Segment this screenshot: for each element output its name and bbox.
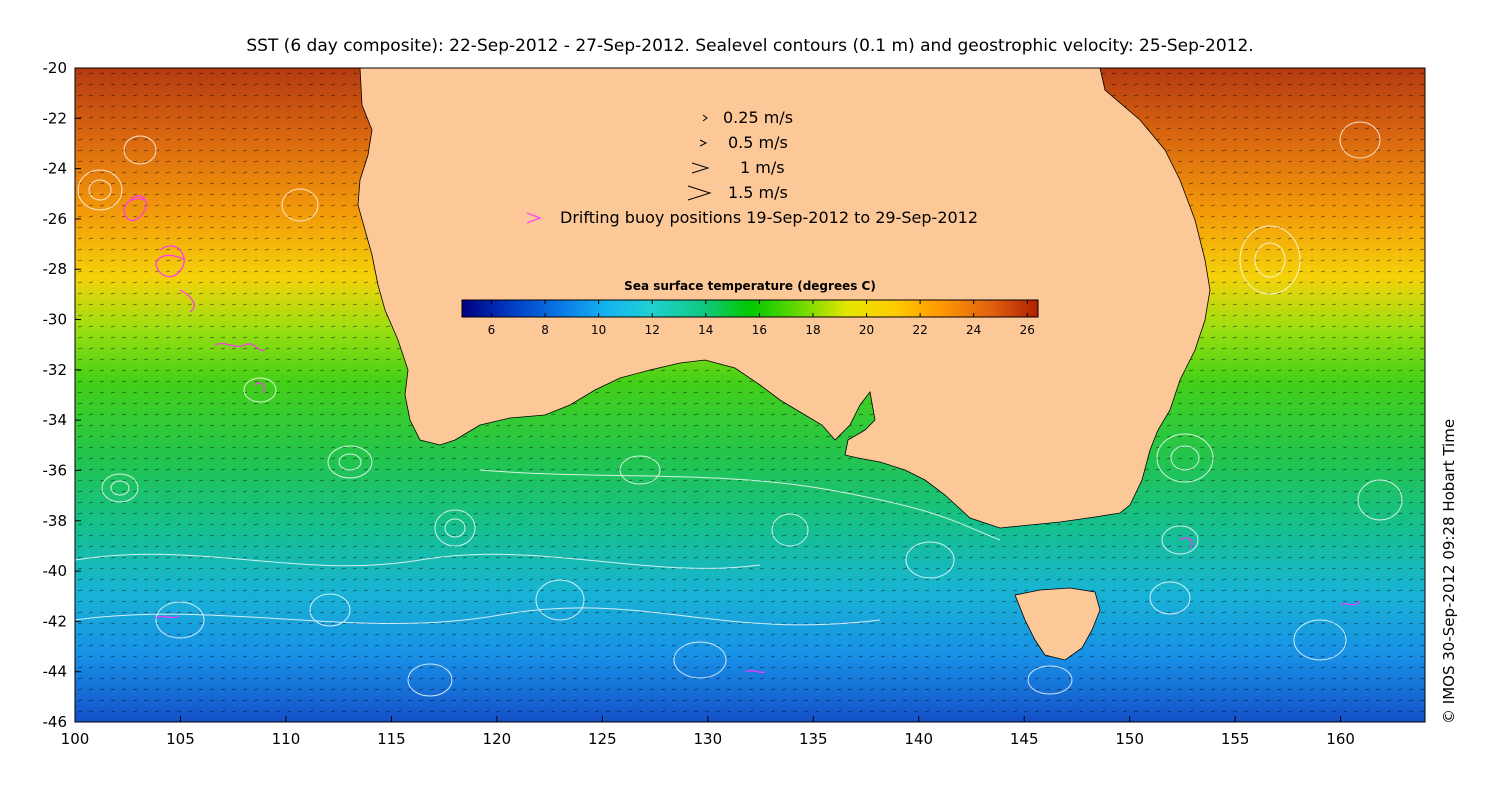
y-tick-label: -26 — [43, 210, 68, 228]
y-axis: -20 -22 -24 -26 -28 -30 -32 -34 -36 -38 -40 -42 -44 -… — [43, 59, 81, 731]
imos-credit: © IMOS 30-Sep-2012 09:28 Hobart Time — [1440, 418, 1458, 724]
y-tick-label: -20 — [43, 59, 68, 77]
y-tick-label: -44 — [43, 663, 68, 681]
x-tick-label: 160 — [1326, 730, 1355, 748]
y-tick-label: -34 — [43, 411, 68, 429]
y-tick-label: -28 — [43, 260, 68, 278]
arrow-small-icon — [702, 114, 708, 122]
x-tick-label: 145 — [1010, 730, 1039, 748]
x-tick-label: 135 — [799, 730, 828, 748]
colorbar-tick-label: 18 — [805, 323, 820, 337]
colorbar-gradient — [461, 299, 1039, 318]
arrow-medium-icon — [699, 139, 708, 147]
x-tick-label: 150 — [1115, 730, 1144, 748]
buoy-tracks — [123, 195, 1361, 674]
colorbar-tick-label: 10 — [591, 323, 606, 337]
sst-colorbar: Sea surface temperature (degrees C) 6 8 10… — [461, 279, 1039, 337]
y-tick-label: -22 — [43, 109, 68, 127]
y-tick-label: -36 — [43, 461, 68, 479]
x-tick-label: 120 — [483, 730, 512, 748]
colorbar-ticks: 6 8 10 12 14 16 18 20 22 24 26 — [488, 300, 1035, 337]
x-tick-label: 110 — [272, 730, 301, 748]
map-frame — [74, 67, 1426, 723]
y-tick-label: -46 — [43, 713, 68, 731]
y-tick-label: -38 — [43, 512, 68, 530]
x-tick-label: 125 — [588, 730, 617, 748]
legend-label-1-5: 1.5 m/s — [728, 183, 788, 202]
buoy-marker-icon — [526, 212, 542, 224]
x-tick-label: 115 — [377, 730, 406, 748]
x-tick-label: 140 — [904, 730, 933, 748]
colorbar-tick-label: 26 — [1020, 323, 1035, 337]
x-tick-label: 105 — [166, 730, 195, 748]
y-tick-label: -40 — [43, 562, 68, 580]
colorbar-tick-label: 14 — [698, 323, 713, 337]
australia-landmass — [357, 68, 1211, 529]
legend-label-buoys: Drifting buoy positions 19-Sep-2012 to 2… — [560, 208, 978, 227]
colorbar-tick-label: 20 — [859, 323, 874, 337]
legend-label-0-25: 0.25 m/s — [723, 108, 793, 127]
y-tick-label: -32 — [43, 361, 68, 379]
colorbar-tick-label: 22 — [912, 323, 927, 337]
y-tick-label: -30 — [43, 311, 68, 329]
x-tick-label: 100 — [61, 730, 90, 748]
colorbar-tick-label: 24 — [966, 323, 981, 337]
chart-title: SST (6 day composite): 22-Sep-2012 - 27-… — [246, 36, 1254, 56]
sealevel-contours — [75, 121, 1403, 697]
x-tick-label: 130 — [693, 730, 722, 748]
x-axis: 100 105 110 115 120 125 130 135 140 145 150 155 160 — [61, 716, 1355, 748]
legend-label-0-5: 0.5 m/s — [728, 133, 788, 152]
y-tick-label: -42 — [43, 612, 68, 630]
x-tick-label: 155 — [1221, 730, 1250, 748]
legend-label-1: 1 m/s — [740, 158, 785, 177]
colorbar-title: Sea surface temperature (degrees C) — [624, 279, 876, 293]
colorbar-tick-label: 6 — [488, 323, 496, 337]
arrow-large-icon — [691, 162, 710, 174]
colorbar-tick-label: 12 — [645, 323, 660, 337]
arrow-xlarge-icon — [687, 185, 712, 201]
velocity-legend: 0.25 m/s 0.5 m/s 1 m/s 1.5 m/s Drifting … — [526, 108, 978, 227]
tasmania-landmass — [1014, 587, 1101, 661]
y-tick-label: -24 — [43, 160, 68, 178]
colorbar-tick-label: 16 — [752, 323, 767, 337]
map-plot-area — [75, 68, 1425, 722]
colorbar-tick-label: 8 — [541, 323, 549, 337]
